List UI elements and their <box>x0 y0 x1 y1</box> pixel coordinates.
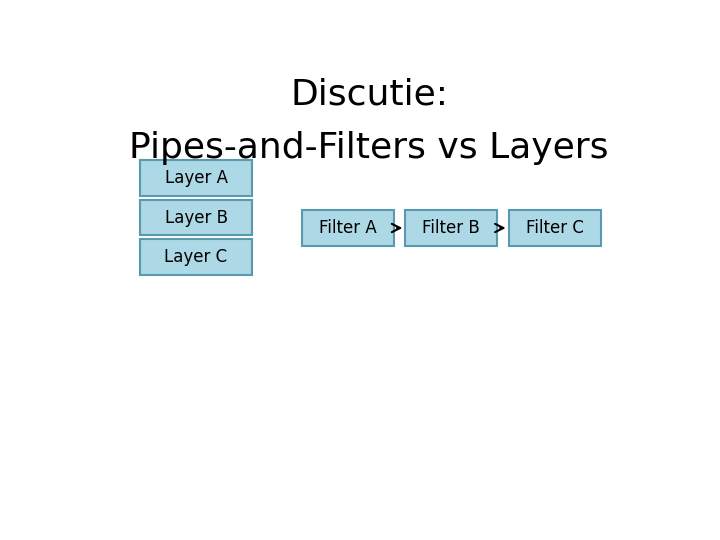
FancyBboxPatch shape <box>405 211 498 246</box>
Text: Layer C: Layer C <box>164 248 228 266</box>
FancyBboxPatch shape <box>140 160 252 196</box>
FancyBboxPatch shape <box>508 211 600 246</box>
FancyBboxPatch shape <box>140 200 252 235</box>
Text: Pipes-and-Filters vs Layers: Pipes-and-Filters vs Layers <box>130 131 608 165</box>
Text: Filter C: Filter C <box>526 219 583 237</box>
Text: Layer B: Layer B <box>164 208 228 227</box>
FancyBboxPatch shape <box>140 239 252 275</box>
FancyBboxPatch shape <box>302 211 394 246</box>
Text: Discutie:: Discutie: <box>290 77 448 111</box>
Text: Layer A: Layer A <box>164 169 228 187</box>
Text: Filter B: Filter B <box>423 219 480 237</box>
Text: Filter A: Filter A <box>319 219 377 237</box>
